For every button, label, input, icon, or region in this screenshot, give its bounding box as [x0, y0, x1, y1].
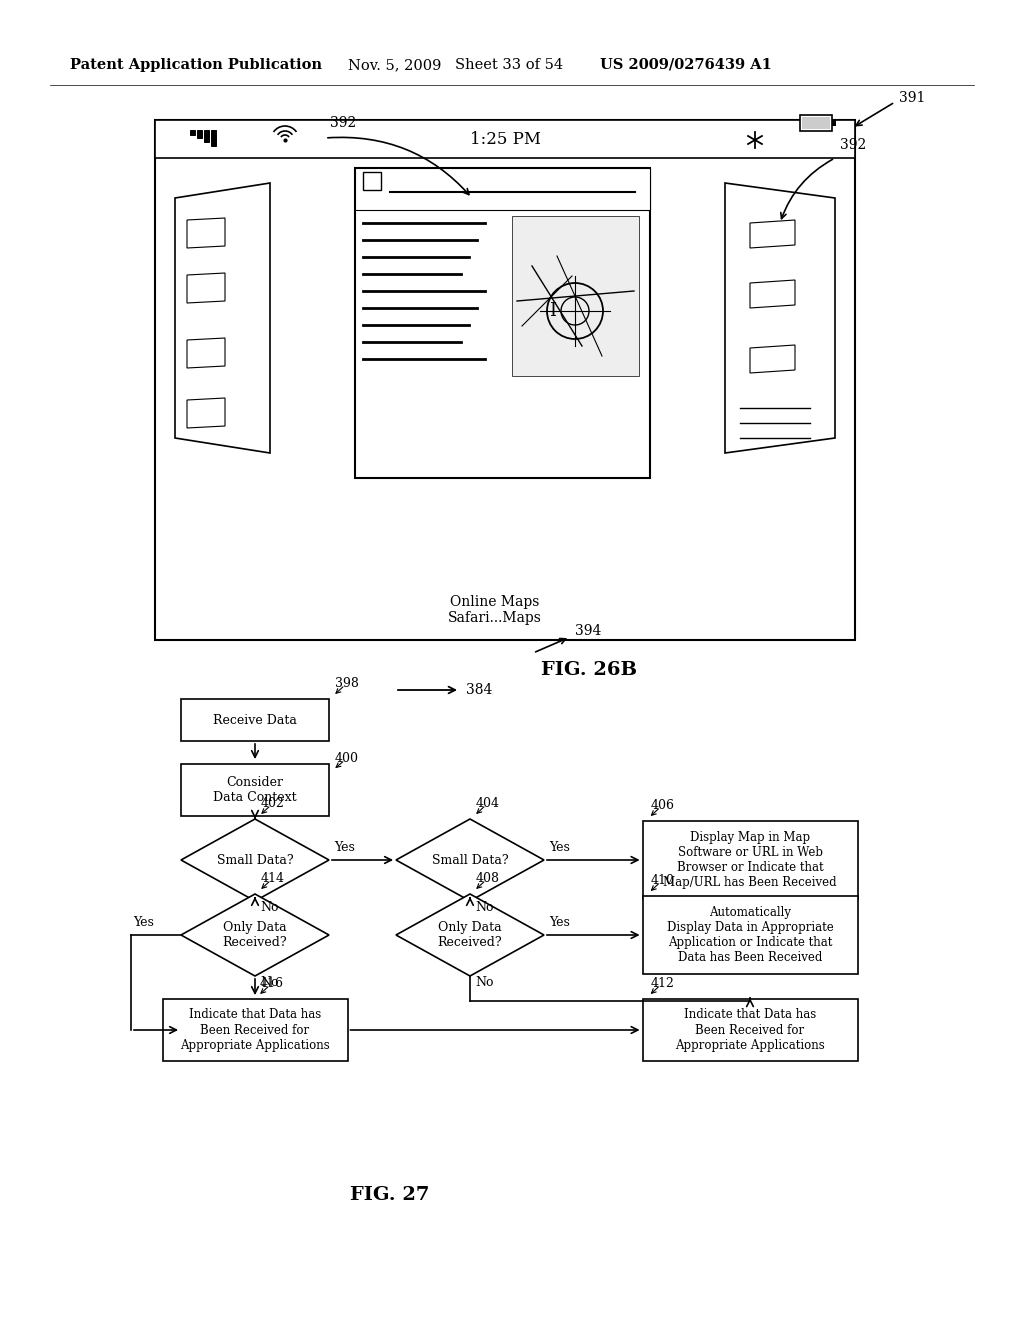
Text: Only Data
Received?: Only Data Received?	[437, 921, 503, 949]
Text: 391: 391	[899, 91, 926, 106]
Polygon shape	[750, 345, 795, 374]
Text: 384: 384	[466, 682, 493, 697]
Text: US 2009/0276439 A1: US 2009/0276439 A1	[600, 58, 772, 73]
Text: FIG. 27: FIG. 27	[350, 1185, 430, 1204]
Text: Sheet 33 of 54: Sheet 33 of 54	[455, 58, 563, 73]
Text: 410: 410	[650, 874, 675, 887]
Text: 402: 402	[261, 797, 285, 810]
Text: 414: 414	[261, 873, 285, 884]
Text: Small Data?: Small Data?	[217, 854, 293, 866]
Text: 398: 398	[335, 677, 358, 690]
Text: 404: 404	[476, 797, 500, 810]
Bar	[181, 700, 329, 741]
Polygon shape	[396, 894, 544, 975]
Bar	[512, 216, 639, 376]
Text: 406: 406	[650, 799, 675, 812]
Text: Receive Data: Receive Data	[213, 714, 297, 726]
Bar	[204, 129, 209, 143]
Bar	[800, 115, 831, 131]
Text: Automatically
Display Data in Appropriate
Application or Indicate that
Data has : Automatically Display Data in Appropriat…	[667, 906, 834, 964]
Text: 392: 392	[840, 139, 866, 152]
Polygon shape	[750, 280, 795, 308]
Text: 1:25 PM: 1:25 PM	[469, 131, 541, 148]
Bar	[163, 999, 347, 1061]
Text: Nov. 5, 2009: Nov. 5, 2009	[348, 58, 441, 73]
Text: Consider
Data Context: Consider Data Context	[213, 776, 297, 804]
Text: Yes: Yes	[549, 916, 570, 929]
Text: 408: 408	[476, 873, 500, 884]
Text: 392: 392	[330, 116, 356, 129]
Polygon shape	[750, 220, 795, 248]
Bar	[642, 821, 857, 899]
Bar	[642, 896, 857, 974]
Text: Yes: Yes	[549, 841, 570, 854]
Text: No: No	[260, 975, 279, 989]
Polygon shape	[181, 818, 329, 902]
Polygon shape	[181, 894, 329, 975]
Bar	[642, 999, 857, 1061]
Polygon shape	[175, 183, 270, 453]
Polygon shape	[187, 273, 225, 304]
Polygon shape	[187, 399, 225, 428]
Bar	[355, 168, 650, 478]
Polygon shape	[396, 818, 544, 902]
Text: Patent Application Publication: Patent Application Publication	[70, 58, 322, 73]
Polygon shape	[187, 218, 225, 248]
Text: Indicate that Data has
Been Received for
Appropriate Applications: Indicate that Data has Been Received for…	[180, 1008, 330, 1052]
Text: Only Data
Received?: Only Data Received?	[222, 921, 288, 949]
Bar	[211, 129, 216, 147]
Text: I: I	[550, 302, 556, 319]
Text: No: No	[260, 902, 279, 913]
Text: FIG. 26B: FIG. 26B	[541, 661, 637, 678]
Bar	[155, 120, 855, 158]
Bar	[197, 129, 202, 139]
Bar	[190, 129, 195, 135]
Text: Small Data?: Small Data?	[432, 854, 508, 866]
Text: No: No	[475, 975, 494, 989]
Text: Display Map in Map
Software or URL in Web
Browser or Indicate that
Map/URL has B: Display Map in Map Software or URL in We…	[664, 832, 837, 888]
Bar	[362, 172, 381, 190]
Bar	[155, 120, 855, 640]
Text: No: No	[475, 902, 494, 913]
Text: 394: 394	[575, 624, 601, 638]
Bar	[831, 120, 836, 125]
Polygon shape	[187, 338, 225, 368]
Text: Yes: Yes	[133, 916, 154, 929]
Text: 416: 416	[260, 977, 284, 990]
Text: Online Maps
Safari...Maps: Online Maps Safari...Maps	[449, 595, 542, 626]
Bar	[355, 168, 650, 210]
Text: 400: 400	[335, 752, 359, 766]
Bar	[181, 764, 329, 816]
Polygon shape	[725, 183, 835, 453]
Bar	[802, 117, 830, 129]
Text: Yes: Yes	[334, 841, 355, 854]
Text: Indicate that Data has
Been Received for
Appropriate Applications: Indicate that Data has Been Received for…	[675, 1008, 825, 1052]
Text: 412: 412	[650, 977, 675, 990]
